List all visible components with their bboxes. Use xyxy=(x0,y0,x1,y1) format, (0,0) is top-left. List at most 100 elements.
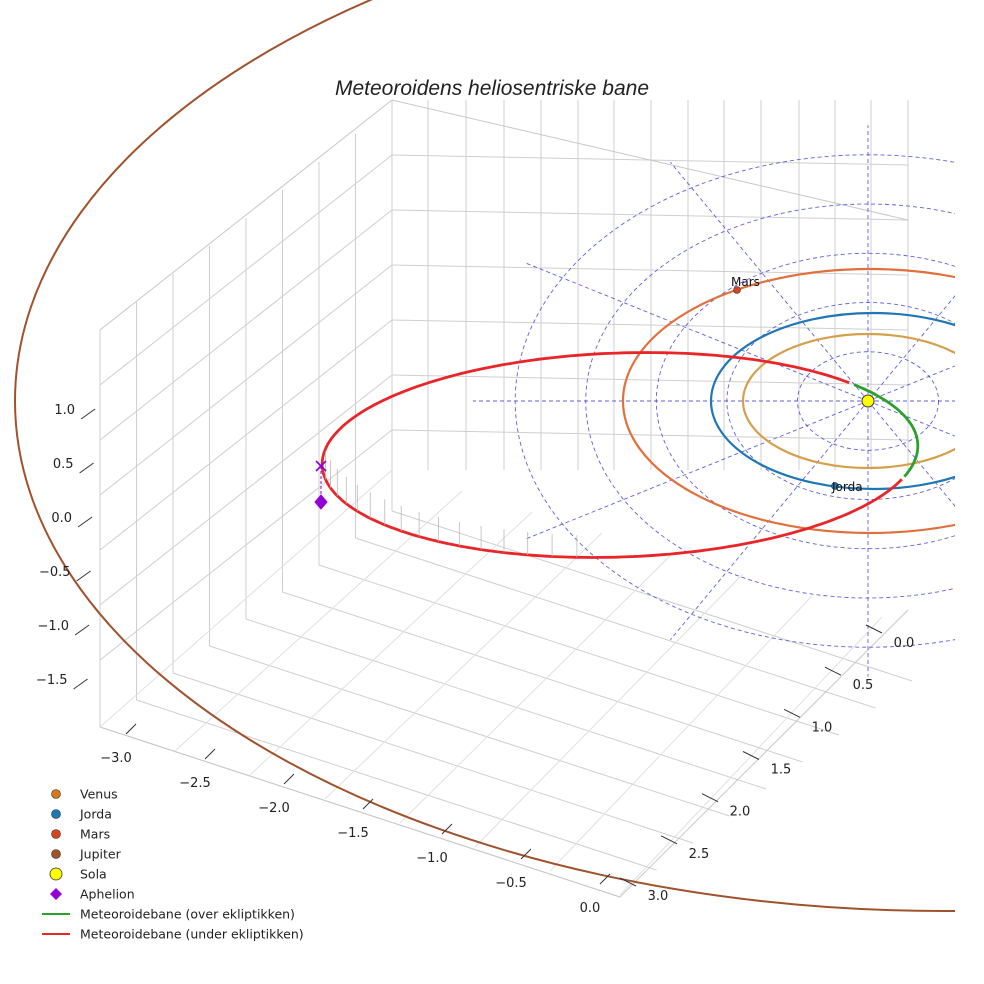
pane-grid-line xyxy=(99,154,393,386)
legend-marker-venus xyxy=(51,789,61,799)
legend-label: Aphelion xyxy=(80,887,135,902)
box-edge xyxy=(99,99,909,331)
meteoroid-orbit-below xyxy=(320,351,903,559)
x-tick xyxy=(599,873,611,885)
pane-grid-line xyxy=(99,469,393,728)
legend-marker-sola xyxy=(49,867,63,881)
mars-marker xyxy=(733,286,741,294)
x-tick-label: −1.5 xyxy=(337,826,369,841)
pane-grid-line xyxy=(474,574,743,848)
chart-title: Meteoroidens heliosentriske bane xyxy=(335,77,649,100)
x-tick xyxy=(520,848,532,860)
z-tick xyxy=(74,624,90,636)
x-tick xyxy=(283,773,295,785)
legend-label: Mars xyxy=(80,827,110,842)
legend-label: Meteoroidebane (under ekliptikken) xyxy=(80,927,304,942)
markers: Mars Jorda xyxy=(314,275,875,510)
pane-grid-line xyxy=(355,537,876,709)
pane-grid-line xyxy=(391,264,909,276)
reference-grid xyxy=(472,125,955,677)
pane-grid-line xyxy=(249,511,533,776)
x-tick-label: −2.0 xyxy=(258,801,290,816)
y-tick xyxy=(824,666,842,676)
y-tick xyxy=(865,624,883,634)
y-tick xyxy=(783,708,801,718)
orbit-venus xyxy=(741,332,955,470)
x-tick xyxy=(441,823,453,835)
z-tick-label: −1.0 xyxy=(38,619,70,634)
x-tick-label: 0.0 xyxy=(580,901,601,916)
orbit-mars xyxy=(621,267,955,535)
pane-grid-line xyxy=(136,699,657,871)
pane-grid-line xyxy=(391,510,913,682)
z-tick xyxy=(76,570,91,582)
axis-panes xyxy=(99,99,913,898)
y-tick-label: 0.0 xyxy=(894,636,915,651)
orbit-jupiter xyxy=(14,0,955,912)
y-tick xyxy=(619,877,637,887)
x-tick xyxy=(125,723,137,735)
pane-grid-line xyxy=(391,319,909,331)
legend-label: Jupiter xyxy=(79,847,122,862)
grid-spoke xyxy=(867,365,955,402)
z-tick-label: −0.5 xyxy=(39,565,71,580)
legend-marker-jorda xyxy=(51,809,61,819)
pane-grid-line xyxy=(399,553,673,824)
pane-grid-line xyxy=(99,319,393,551)
jorda-marker xyxy=(831,482,839,490)
orbits xyxy=(14,0,955,912)
pane-grid-line xyxy=(391,429,909,441)
x-tick-label: −2.5 xyxy=(179,776,211,791)
y-tick xyxy=(660,835,678,845)
y-tick-label: 3.0 xyxy=(648,889,669,904)
pane-grid-line xyxy=(99,429,393,661)
pane-grid-line xyxy=(99,264,393,496)
axes: −1.5 −1.0 −0.5 0.0 0.5 1.0 −3.0 −2.5 −2.0 −1.5 −1.… xyxy=(36,403,914,916)
z-tick xyxy=(79,462,94,474)
aphelion-marker xyxy=(314,494,328,510)
pane-grid-line xyxy=(209,645,730,817)
x-tick-label: −3.0 xyxy=(100,751,132,766)
grid-spoke xyxy=(525,400,869,540)
pane-grid-line xyxy=(282,591,803,763)
pane-grid-line xyxy=(324,532,603,800)
orbit-jorda xyxy=(709,311,955,491)
box-edge xyxy=(99,609,909,898)
mars-label: Mars xyxy=(731,275,760,289)
y-tick-label: 0.5 xyxy=(853,678,874,693)
legend-label: Venus xyxy=(80,787,118,802)
y-tick xyxy=(742,751,760,760)
jorda-label: Jorda xyxy=(831,480,863,494)
x-tick-label: −1.0 xyxy=(416,851,448,866)
pane-grid-line xyxy=(245,618,767,790)
meteoroid-orbit-above xyxy=(853,383,920,478)
pane-grid-line xyxy=(172,672,694,844)
grid-spoke xyxy=(867,400,955,507)
y-tick-label: 2.5 xyxy=(689,847,710,862)
legend-label: Sola xyxy=(80,867,107,882)
z-tick-label: 0.5 xyxy=(53,457,74,472)
z-tick-label: 1.0 xyxy=(54,403,75,418)
grid-spoke xyxy=(867,295,955,402)
legend: Venus Jorda Mars Jupiter Sola Aphelion Meteoro… xyxy=(42,787,304,942)
z-tick xyxy=(80,408,96,420)
aphelion-projection-marker xyxy=(315,460,327,472)
z-tick-label: 0.0 xyxy=(51,511,72,526)
x-tick xyxy=(204,748,216,760)
legend-marker-aphelion xyxy=(50,888,62,900)
pane-grid-line xyxy=(391,374,909,386)
y-tick xyxy=(701,793,719,803)
legend-marker-jupiter xyxy=(51,849,61,859)
legend-label: Meteoroidebane (over ekliptikken) xyxy=(80,907,295,922)
y-tick-label: 1.5 xyxy=(771,763,792,778)
pane-grid-line xyxy=(318,564,840,736)
pane-grid-line xyxy=(391,209,909,221)
grid-spoke xyxy=(525,262,869,402)
y-tick-label: 1.0 xyxy=(812,720,833,735)
x-tick-label: −0.5 xyxy=(495,876,527,891)
y-tick-label: 2.0 xyxy=(730,805,751,820)
legend-marker-mars xyxy=(51,829,61,839)
pane-grid-line xyxy=(549,595,813,872)
